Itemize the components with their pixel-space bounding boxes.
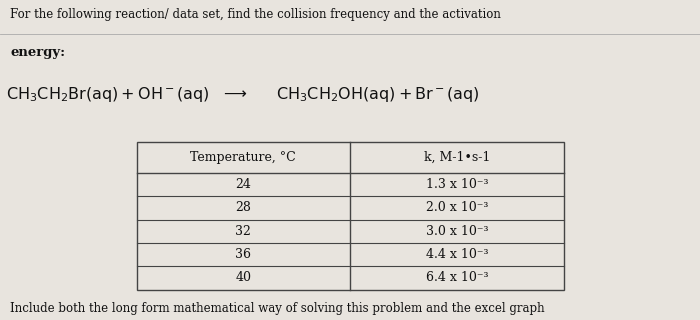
Text: 24: 24 [235,178,251,191]
Text: Include both the long form mathematical way of solving this problem and the exce: Include both the long form mathematical … [10,302,545,316]
Text: 1.3 x 10⁻³: 1.3 x 10⁻³ [426,178,488,191]
Text: $\mathregular{CH_3CH_2Br(aq) + OH^-(aq)}$: $\mathregular{CH_3CH_2Br(aq) + OH^-(aq)}… [6,85,210,104]
Text: 40: 40 [235,271,251,284]
Text: energy:: energy: [10,46,66,60]
Text: 4.4 x 10⁻³: 4.4 x 10⁻³ [426,248,488,261]
Text: $\mathregular{\longrightarrow}$: $\mathregular{\longrightarrow}$ [220,85,248,100]
Text: k, M-1•s-1: k, M-1•s-1 [424,151,490,164]
Text: 2.0 x 10⁻³: 2.0 x 10⁻³ [426,201,488,214]
Text: 6.4 x 10⁻³: 6.4 x 10⁻³ [426,271,488,284]
Text: Temperature, °C: Temperature, °C [190,151,296,164]
Text: 36: 36 [235,248,251,261]
Text: $\mathregular{CH_3CH_2OH(aq) + Br^-(aq)}$: $\mathregular{CH_3CH_2OH(aq) + Br^-(aq)}… [276,85,480,104]
Text: 3.0 x 10⁻³: 3.0 x 10⁻³ [426,225,488,238]
Text: For the following reaction/ data set, find the collision frequency and the activ: For the following reaction/ data set, fi… [10,8,501,21]
Text: 28: 28 [235,201,251,214]
Text: 32: 32 [235,225,251,238]
